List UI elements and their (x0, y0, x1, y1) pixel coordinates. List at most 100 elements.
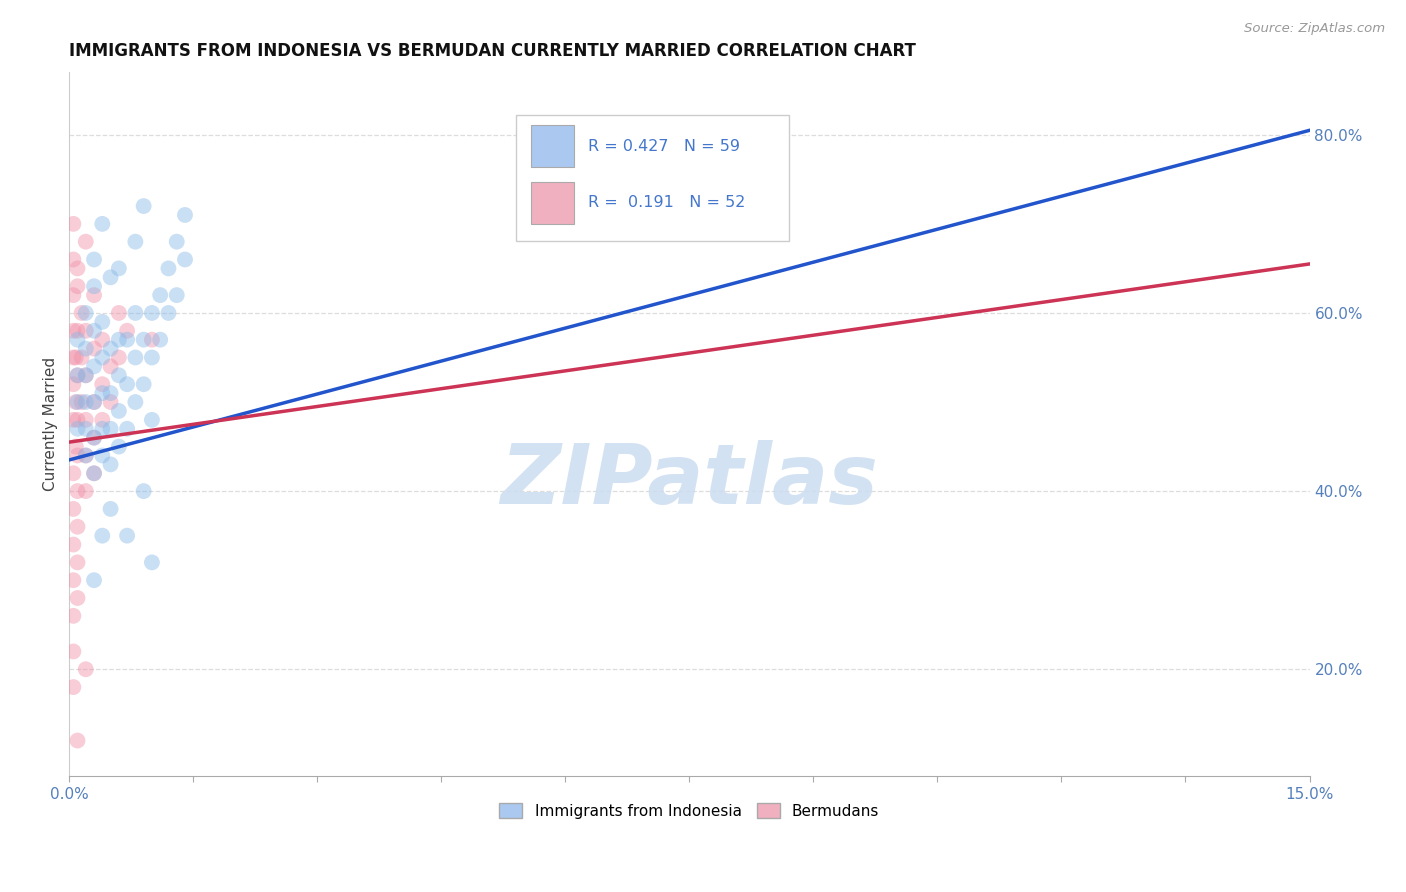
Point (66, 395, 89, 409)
FancyBboxPatch shape (516, 115, 789, 242)
Point (66, 333, 89, 347)
Point (66, 484, 89, 499)
Point (83, 359, 105, 374)
Point (75, 422, 97, 436)
Point (62, 573, 84, 587)
Point (75, 324, 97, 338)
Point (75, 235, 97, 249)
Point (141, 306, 163, 320)
Point (141, 333, 163, 347)
Point (100, 502, 122, 516)
Y-axis label: Currently Married: Currently Married (44, 357, 58, 491)
Bar (530, 181, 574, 224)
Point (100, 395, 122, 409)
Point (83, 342, 105, 356)
Point (141, 351, 163, 365)
Point (70, 306, 93, 320)
Text: Source: ZipAtlas.com: Source: ZipAtlas.com (1244, 22, 1385, 36)
Point (115, 333, 138, 347)
Point (83, 431, 105, 445)
Point (66, 368, 89, 383)
Point (83, 431, 105, 445)
Point (75, 368, 97, 383)
Point (66, 733, 89, 747)
Point (62, 467, 84, 481)
Point (124, 306, 146, 320)
Point (66, 279, 89, 293)
Text: R = 0.427   N = 59: R = 0.427 N = 59 (588, 139, 740, 153)
Point (100, 270, 122, 285)
Point (157, 306, 180, 320)
Point (91, 217, 114, 231)
Point (62, 217, 84, 231)
Point (65, 395, 87, 409)
Point (124, 235, 146, 249)
Point (115, 529, 138, 543)
Point (108, 368, 131, 383)
Point (83, 252, 105, 267)
Point (62, 608, 84, 623)
Point (132, 484, 155, 499)
Point (75, 342, 97, 356)
Point (75, 449, 97, 463)
Point (62, 680, 84, 694)
Point (91, 449, 114, 463)
Point (115, 377, 138, 392)
Point (132, 333, 155, 347)
Point (83, 467, 105, 481)
Point (100, 342, 122, 356)
Point (141, 413, 163, 427)
Point (66, 591, 89, 605)
Point (108, 261, 131, 276)
Point (115, 422, 138, 436)
Point (75, 662, 97, 676)
Point (83, 324, 105, 338)
Point (62, 413, 84, 427)
Point (66, 449, 89, 463)
Point (62, 502, 84, 516)
Text: ZIPatlas: ZIPatlas (501, 440, 879, 521)
Point (108, 440, 131, 454)
Point (62, 324, 84, 338)
Point (66, 413, 89, 427)
Point (91, 351, 114, 365)
Point (91, 529, 114, 543)
Point (91, 386, 114, 401)
Point (83, 395, 105, 409)
Point (108, 404, 131, 418)
Point (108, 351, 131, 365)
Point (75, 395, 97, 409)
Point (91, 333, 114, 347)
Point (75, 449, 97, 463)
Point (66, 368, 89, 383)
Point (62, 644, 84, 658)
Point (75, 413, 97, 427)
Text: R =  0.191   N = 52: R = 0.191 N = 52 (588, 195, 745, 211)
Point (108, 333, 131, 347)
Point (62, 351, 84, 365)
Point (66, 261, 89, 276)
Point (100, 458, 122, 472)
Point (66, 520, 89, 534)
Point (100, 386, 122, 401)
Point (174, 252, 197, 267)
Point (75, 484, 97, 499)
Point (166, 288, 188, 302)
Point (132, 377, 155, 392)
Point (70, 351, 93, 365)
Point (75, 306, 97, 320)
Point (174, 208, 197, 222)
Text: IMMIGRANTS FROM INDONESIA VS BERMUDAN CURRENTLY MARRIED CORRELATION CHART: IMMIGRANTS FROM INDONESIA VS BERMUDAN CU… (69, 42, 917, 60)
Point (83, 395, 105, 409)
Point (91, 315, 114, 329)
Point (124, 351, 146, 365)
Point (91, 422, 114, 436)
Point (66, 422, 89, 436)
Point (83, 467, 105, 481)
Point (83, 573, 105, 587)
Point (141, 555, 163, 569)
Point (166, 235, 188, 249)
Point (75, 368, 97, 383)
Point (83, 279, 105, 293)
Point (100, 359, 122, 374)
